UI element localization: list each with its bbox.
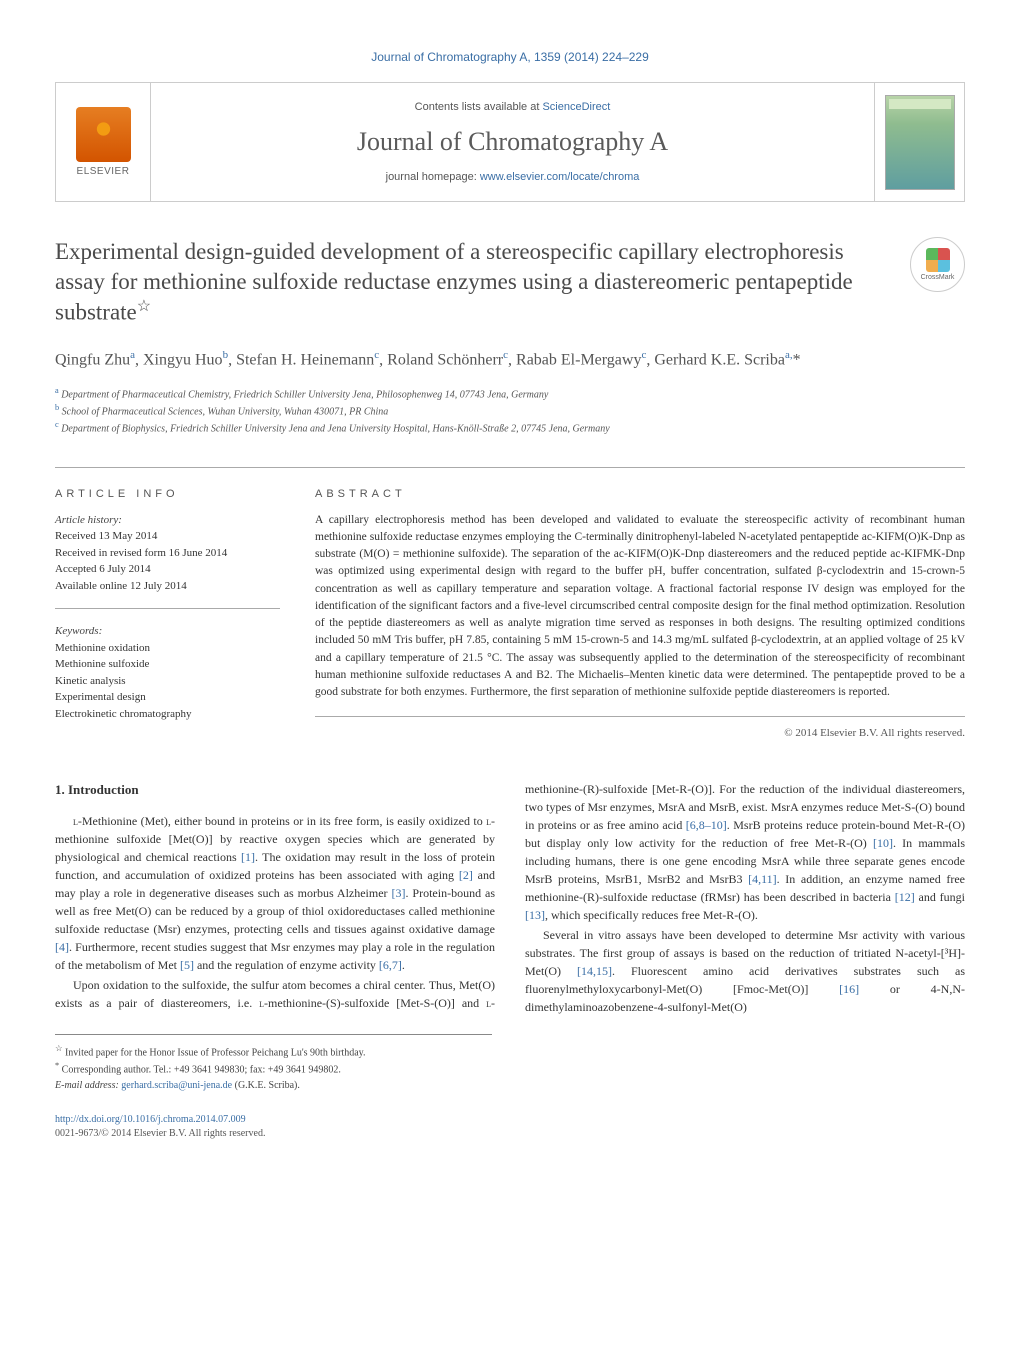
ref-link-5[interactable]: [5] bbox=[180, 958, 194, 972]
keyword-line: Experimental design bbox=[55, 689, 280, 706]
contents-prefix: Contents lists available at bbox=[415, 101, 543, 113]
cover-image bbox=[885, 95, 955, 190]
contents-available: Contents lists available at ScienceDirec… bbox=[415, 101, 611, 113]
abstract-heading: ABSTRACT bbox=[315, 488, 965, 500]
star-marker: ☆ bbox=[55, 1044, 62, 1053]
ref-link-3[interactable]: [3] bbox=[391, 886, 405, 900]
keyword-line: Methionine sulfoxide bbox=[55, 656, 280, 673]
footnote-corr: * Corresponding author. Tel.: +49 3641 9… bbox=[55, 1060, 492, 1077]
crossmark-badge[interactable]: CrossMark bbox=[910, 237, 965, 292]
bottom-bar: http://dx.doi.org/10.1016/j.chroma.2014.… bbox=[55, 1113, 965, 1141]
title-footnote-star: ☆ bbox=[137, 298, 151, 315]
keyword-line: Methionine oxidation bbox=[55, 640, 280, 657]
history-line: Available online 12 July 2014 bbox=[55, 578, 280, 595]
affiliations: a Department of Pharmaceutical Chemistry… bbox=[55, 385, 965, 437]
history-label: Article history: bbox=[55, 512, 280, 529]
p2-seg: -methionine-(S)-sulfoxide [Met-S-(O)] an… bbox=[264, 996, 486, 1010]
history-line: Received in revised form 16 June 2014 bbox=[55, 545, 280, 562]
rights-line: 0021-9673/© 2014 Elsevier B.V. All right… bbox=[55, 1128, 265, 1139]
p1-seg: and the regulation of enzyme activity bbox=[194, 958, 379, 972]
affiliation-line: b School of Pharmaceutical Sciences, Wuh… bbox=[55, 402, 965, 419]
title-text: Experimental design-guided development o… bbox=[55, 239, 853, 324]
authors-line: Qingfu Zhua, Xingyu Huob, Stefan H. Hein… bbox=[55, 347, 965, 372]
ref-link-6-7[interactable]: [6,7] bbox=[379, 958, 402, 972]
p1-seg: -Methionine (Met), either bound in prote… bbox=[78, 814, 486, 828]
history-line: Accepted 6 July 2014 bbox=[55, 561, 280, 578]
homepage-line: journal homepage: www.elsevier.com/locat… bbox=[386, 171, 640, 183]
star-text: Invited paper for the Honor Issue of Pro… bbox=[65, 1047, 366, 1058]
ref-link-4[interactable]: [4] bbox=[55, 940, 69, 954]
p2-seg: and fungi bbox=[915, 890, 965, 904]
ref-link-2[interactable]: [2] bbox=[459, 868, 473, 882]
footnote-star: ☆ Invited paper for the Honor Issue of P… bbox=[55, 1043, 492, 1060]
homepage-link[interactable]: www.elsevier.com/locate/chroma bbox=[480, 171, 640, 183]
homepage-prefix: journal homepage: bbox=[386, 171, 480, 183]
intro-para-1: l-Methionine (Met), either bound in prot… bbox=[55, 812, 495, 974]
abstract-text: A capillary electrophoresis method has b… bbox=[315, 512, 965, 718]
keyword-line: Electrokinetic chromatography bbox=[55, 706, 280, 723]
affiliation-line: a Department of Pharmaceutical Chemistry… bbox=[55, 385, 965, 402]
abstract-copyright: © 2014 Elsevier B.V. All rights reserved… bbox=[315, 727, 965, 739]
article-title: Experimental design-guided development o… bbox=[55, 237, 895, 327]
ref-link-10[interactable]: [10] bbox=[873, 836, 893, 850]
doi-link[interactable]: http://dx.doi.org/10.1016/j.chroma.2014.… bbox=[55, 1114, 246, 1125]
ref-link-13[interactable]: [13] bbox=[525, 908, 545, 922]
keyword-line: Kinetic analysis bbox=[55, 673, 280, 690]
p2-seg: , which specifically reduces free Met-R-… bbox=[545, 908, 758, 922]
keywords-label: Keywords: bbox=[55, 623, 280, 640]
journal-name: Journal of Chromatography A bbox=[357, 127, 668, 157]
citation-line: Journal of Chromatography A, 1359 (2014)… bbox=[55, 50, 965, 64]
article-info-column: ARTICLE INFO Article history: Received 1… bbox=[55, 488, 280, 751]
elsevier-logo: ELSEVIER bbox=[56, 83, 151, 201]
intro-para-3: Several in vitro assays have been develo… bbox=[525, 926, 965, 1016]
ref-link-4-11[interactable]: [4,11] bbox=[748, 872, 777, 886]
ref-link-1[interactable]: [1] bbox=[241, 850, 255, 864]
sciencedirect-link[interactable]: ScienceDirect bbox=[542, 101, 610, 113]
article-history-block: Article history: Received 13 May 2014Rec… bbox=[55, 512, 280, 610]
p1-seg: . bbox=[402, 958, 405, 972]
keywords-block: Keywords: Methionine oxidationMethionine… bbox=[55, 623, 280, 736]
history-line: Received 13 May 2014 bbox=[55, 528, 280, 545]
footnote-email: E-mail address: gerhard.scriba@uni-jena.… bbox=[55, 1078, 492, 1093]
ref-link-14-15[interactable]: [14,15] bbox=[577, 964, 612, 978]
email-suffix: (G.K.E. Scriba). bbox=[232, 1080, 300, 1091]
header-center: Contents lists available at ScienceDirec… bbox=[151, 83, 874, 201]
article-info-heading: ARTICLE INFO bbox=[55, 488, 280, 500]
ref-link-6-8-10[interactable]: [6,8–10] bbox=[686, 818, 727, 832]
crossmark-label: CrossMark bbox=[921, 274, 955, 281]
affiliation-line: c Department of Biophysics, Friedrich Sc… bbox=[55, 419, 965, 436]
ref-link-12[interactable]: [12] bbox=[895, 890, 915, 904]
email-link[interactable]: gerhard.scriba@uni-jena.de bbox=[121, 1080, 232, 1091]
body-text: 1. Introduction l-Methionine (Met), eith… bbox=[55, 780, 965, 1016]
abstract-column: ABSTRACT A capillary electrophoresis met… bbox=[315, 488, 965, 751]
footnotes: ☆ Invited paper for the Honor Issue of P… bbox=[55, 1034, 492, 1093]
elsevier-label: ELSEVIER bbox=[77, 166, 130, 177]
corr-text: Corresponding author. Tel.: +49 3641 949… bbox=[62, 1065, 341, 1076]
elsevier-tree-icon bbox=[76, 107, 131, 162]
journal-header: ELSEVIER Contents lists available at Sci… bbox=[55, 82, 965, 202]
ref-link-16[interactable]: [16] bbox=[839, 982, 859, 996]
intro-heading: 1. Introduction bbox=[55, 780, 495, 800]
crossmark-icon bbox=[926, 248, 950, 272]
email-label: E-mail address: bbox=[55, 1080, 121, 1091]
corr-marker: * bbox=[55, 1061, 59, 1070]
cover-thumbnail bbox=[874, 83, 964, 201]
